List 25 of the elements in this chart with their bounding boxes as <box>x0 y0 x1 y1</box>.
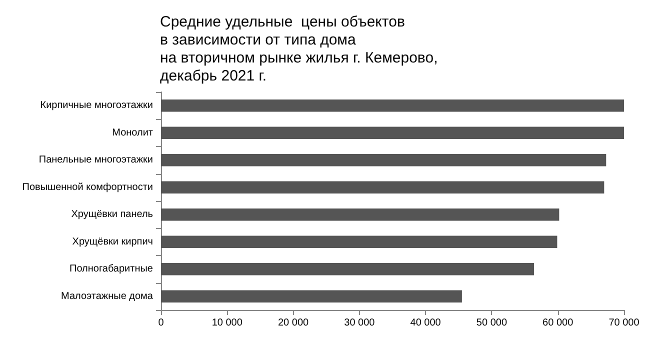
y-tick-label: Монолит <box>112 127 154 138</box>
bar <box>161 154 606 166</box>
bar <box>161 262 534 276</box>
x-tick-label: 60 000 <box>542 318 574 328</box>
y-tick-label: Панельные многоэтажки <box>38 154 153 166</box>
bar <box>161 236 558 248</box>
y-tick-label: Хрущёвки кирпич <box>72 236 153 248</box>
x-tick-label: 20 000 <box>278 318 310 328</box>
x-tick-label: 70 000 <box>608 318 640 328</box>
y-tick-label: Малоэтажные дома <box>61 290 154 302</box>
chart-title: Средние удельные цены объектов в зависимости от типа дома на вторичном рынке жилья г. Кемерово, декабрь 2021 г. <box>160 14 438 84</box>
x-tick-label: 0 <box>158 318 164 328</box>
x-tick-label: 30 000 <box>344 318 376 328</box>
y-tick-label: Кирпичные многоэтажки <box>40 100 153 112</box>
bar <box>161 99 624 112</box>
y-tick-label: Полногабаритные <box>70 264 154 275</box>
y-tick-label: Повышенной комфортности <box>22 182 153 193</box>
x-tick-label: 10 000 <box>212 318 243 328</box>
y-tick-label: Хрущёвки панель <box>71 209 153 220</box>
bar <box>161 181 604 194</box>
bar <box>161 208 560 221</box>
bar <box>161 126 624 140</box>
bar <box>161 290 462 303</box>
x-tick-label: 50 000 <box>476 318 508 328</box>
x-tick-label: 40 000 <box>410 318 442 328</box>
